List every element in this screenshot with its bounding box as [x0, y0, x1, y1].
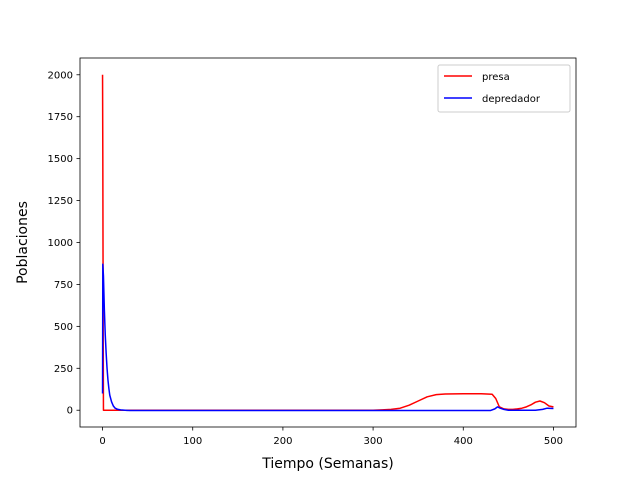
series-line-depredador — [101, 263, 554, 412]
x-axis-ticks: 0 100 200 300 400 500 — [99, 427, 563, 447]
y-tick-label: 1250 — [48, 196, 73, 207]
x-tick-label: 0 — [99, 436, 105, 447]
y-tick-label: 1750 — [48, 112, 73, 123]
y-tick-label: 0 — [67, 406, 73, 417]
legend-label-depredador: depredador — [482, 94, 541, 105]
y-tick-label: 500 — [54, 322, 73, 333]
y-tick-label: 750 — [54, 280, 73, 291]
plot-area — [80, 58, 576, 427]
x-tick-label: 100 — [183, 436, 202, 447]
y-tick-label: 1500 — [48, 154, 73, 165]
x-tick-label: 300 — [364, 436, 383, 447]
series-layer — [101, 74, 554, 412]
x-axis-label: Tiempo (Semanas) — [261, 456, 394, 472]
plot-frame — [79, 57, 577, 428]
x-tick-label: 200 — [273, 436, 292, 447]
y-tick-label: 1000 — [48, 238, 73, 249]
y-tick-label: 250 — [54, 364, 73, 375]
x-tick-label: 500 — [544, 436, 563, 447]
y-axis-label: Poblaciones — [15, 201, 31, 284]
y-axis-ticks: 0 250 500 750 1000 1250 1500 1750 2000 — [48, 70, 80, 417]
x-tick-label: 400 — [454, 436, 473, 447]
y-tick-label: 2000 — [48, 70, 73, 81]
legend-label-presa: presa — [482, 72, 510, 83]
legend: presa depredador — [437, 64, 571, 113]
